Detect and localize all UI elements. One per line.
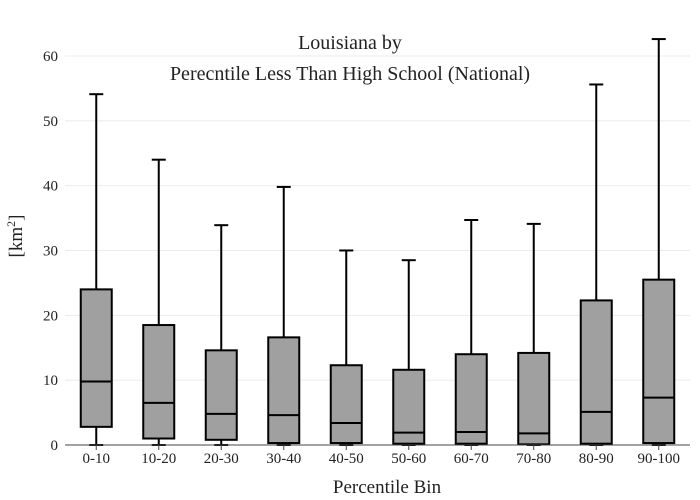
box-body [329, 364, 363, 445]
y-tick-label: 50 [43, 114, 58, 130]
x-tick-label: 80-90 [579, 451, 614, 467]
x-tick-label: 10-20 [141, 451, 176, 467]
box-80-90 [579, 83, 613, 446]
chart-title: Louisiana by [298, 32, 402, 54]
box-30-40 [267, 185, 301, 446]
x-tick-label: 30-40 [266, 451, 301, 467]
x-tick-label: 20-30 [204, 451, 239, 467]
y-axis-label-superscript: 2 [4, 221, 18, 227]
box-0-10 [79, 93, 113, 446]
box-70-80 [517, 222, 551, 446]
y-axis-label-end: ] [6, 215, 27, 221]
y-tick-label: 40 [43, 179, 58, 195]
x-tick-label: 50-60 [391, 451, 426, 467]
y-tick-label: 0 [51, 438, 59, 454]
box-90-100 [642, 38, 676, 446]
x-tick-label: 60-70 [454, 451, 489, 467]
y-axis-label-base: [km [6, 227, 27, 258]
y-axis-ticks: 0 10 20 30 40 50 60 [43, 49, 58, 454]
box-60-70 [454, 218, 488, 446]
box-10-20 [142, 158, 176, 446]
y-tick-label: 60 [43, 49, 58, 65]
x-tick-label: 0-10 [83, 451, 111, 467]
box-body [204, 349, 238, 441]
box-20-30 [204, 224, 238, 446]
y-axis-label: [km2] [4, 215, 27, 258]
box-body [267, 336, 301, 445]
boxes [79, 38, 676, 446]
box-body [392, 368, 426, 445]
x-tick-label: 40-50 [329, 451, 364, 467]
box-body [642, 278, 676, 445]
box-body [79, 288, 113, 428]
box-body [142, 324, 176, 440]
box-body [579, 299, 613, 445]
x-tick-label: 70-80 [516, 451, 551, 467]
box-50-60 [392, 259, 426, 446]
y-tick-label: 30 [43, 243, 58, 259]
x-tick-label: 90-100 [638, 451, 681, 467]
x-axis-label: Percentile Bin [333, 477, 442, 498]
y-tick-label: 10 [43, 373, 58, 389]
x-axis-ticks: 0-10 10-20 20-30 30-40 40-50 50-60 60-70 70-80 8… [83, 445, 681, 467]
y-tick-label: 20 [43, 308, 58, 324]
box-40-50 [329, 249, 363, 446]
box-body [454, 353, 488, 445]
chart-subtitle: Perecntile Less Than High School (Nation… [170, 63, 530, 85]
box-body [517, 351, 551, 446]
